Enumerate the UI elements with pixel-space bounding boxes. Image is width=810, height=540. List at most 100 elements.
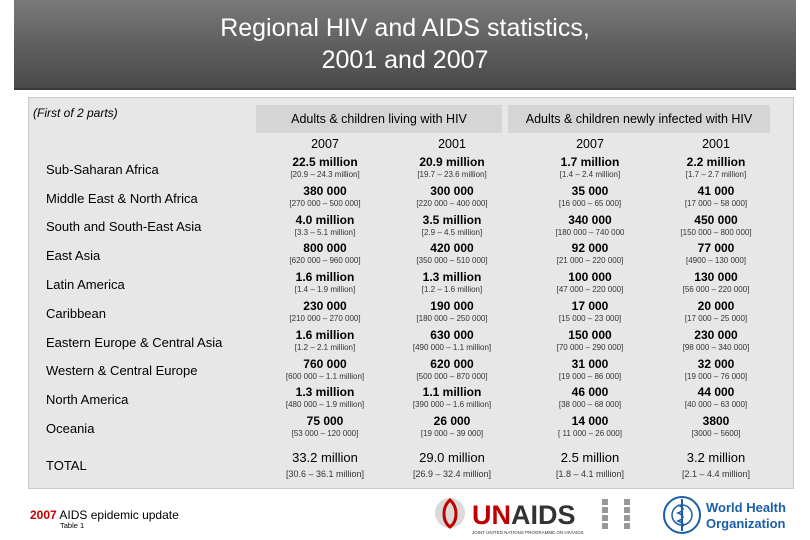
who-name-line1: World Health [706, 500, 786, 515]
cell-value: 420 000 [430, 241, 474, 256]
cell-range: [40 000 – 63 000] [684, 400, 748, 410]
cell-range: [180 000 – 740 000 [555, 227, 625, 237]
cell-range: [3.3 – 5.1 million] [294, 227, 356, 237]
cell-value: 44 000 [697, 385, 735, 400]
table-cell: 100 000 [47 000 – 220 000] [531, 270, 649, 295]
cell-range: [19 000 – 76 000] [684, 371, 748, 381]
table-cell: 1.6 million [1.2 – 2.1 million] [266, 328, 384, 353]
cell-value: 380 000 [303, 183, 347, 198]
table-cell: 31 000 [19 000 – 86 000] [531, 357, 649, 382]
region-label: East Asia [46, 248, 101, 264]
cell-value: 35 000 [571, 183, 609, 198]
footer-source: 2007 AIDS epidemic update [30, 506, 179, 524]
group-header: Adults & children living with HIV [256, 105, 502, 133]
cell-value: 450 000 [694, 212, 738, 227]
cell-range: [2.9 – 4.5 million] [421, 227, 483, 237]
who-logo: World Health Organization [663, 496, 786, 534]
table-cell: 20 000 [17 000 – 25 000] [657, 299, 775, 324]
cell-range: [180 000 – 250 000] [416, 314, 488, 323]
cell-value: 14 000 [571, 414, 609, 429]
cell-range: [620 000 – 960 000] [289, 256, 361, 266]
table-cell: 75 000 [53 000 – 120 000] [266, 414, 384, 439]
table-cell: 20.9 million [19.7 – 23.6 million] [393, 155, 511, 180]
table-cell: 760 000 [600 000 – 1.1 million] [266, 357, 384, 382]
cell-value: 100 000 [568, 270, 612, 285]
cell-range: [150 000 – 800 000] [680, 227, 752, 237]
cell-value: 1.7 million [560, 155, 620, 169]
cell-value: 3.2 million [686, 450, 746, 465]
cell-value: 92 000 [571, 241, 609, 256]
title-bar: Regional HIV and AIDS statistics, 2001 a… [14, 0, 796, 90]
table-cell: 29.0 million [26.9 – 32.4 million] [393, 450, 511, 480]
table-cell: 620 000 [500 000 – 870 000] [393, 357, 511, 382]
table-cell: 3800 [3000 – 5600] [657, 414, 775, 439]
year-header: 2001 [438, 137, 466, 151]
table-cell: 3.5 million [2.9 – 4.5 million] [393, 213, 511, 238]
table-cell: 92 000 [21 000 – 220 000] [531, 241, 649, 266]
table-cell: 33.2 million [30.6 – 36.1 million] [266, 450, 384, 480]
cell-range: [390 000 – 1.6 million] [412, 400, 492, 410]
table-cell: 2.2 million [1.7 – 2.7 million] [657, 155, 775, 180]
group-header: Adults & children newly infected with HI… [508, 105, 770, 133]
region-label: Caribbean [46, 305, 106, 321]
cell-range: [17 000 – 25 000] [684, 314, 748, 323]
table-cell: 300 000 [220 000 – 400 000] [393, 184, 511, 209]
table-cell: 14 000[ 11 000 – 26 000] [531, 414, 649, 439]
cell-range: [19.7 – 23.6 million] [417, 170, 487, 179]
cell-range: [3000 – 5600] [691, 429, 741, 439]
cell-range: [600 000 – 1.1 million] [285, 371, 365, 381]
total-label: TOTAL [46, 457, 87, 473]
cell-range: [4900 – 130 000] [685, 256, 747, 266]
cell-value: 1.1 million [422, 385, 482, 400]
cell-range: [1.2 – 2.1 million] [294, 342, 356, 352]
table-cell: 22.5 million [20.9 – 24.3 million] [266, 155, 384, 180]
table-cell: 630 000 [490 000 – 1.1 million] [393, 328, 511, 353]
table-cell: 230 000 [210 000 – 270 000] [266, 299, 384, 324]
cell-range: [1.8 – 4.1 million] [555, 469, 625, 479]
cell-value: 230 000 [303, 299, 347, 313]
cell-value: 17 000 [571, 299, 609, 313]
table-cell: 2.5 million [1.8 – 4.1 million] [531, 450, 649, 480]
cell-value: 26 000 [433, 414, 471, 429]
cell-value: 760 000 [303, 356, 347, 371]
cell-range: [480 000 – 1.9 million] [285, 400, 365, 410]
table-cell: 44 000 [40 000 – 63 000] [657, 385, 775, 410]
year-header: 2007 [311, 137, 339, 151]
cell-range: [15 000 – 23 000] [558, 314, 622, 323]
cell-value: 1.3 million [295, 385, 355, 400]
table-cell: 230 000 [98 000 – 340 000] [657, 328, 775, 353]
cell-range: [ 11 000 – 26 000] [558, 429, 622, 439]
region-label: Eastern Europe & Central Asia [46, 334, 223, 350]
cell-range: [210 000 – 270 000] [289, 314, 361, 323]
table-cell: 150 000 [70 000 – 290 000] [531, 328, 649, 353]
cell-value: 630 000 [430, 327, 474, 342]
cell-range: [19 000 – 86 000] [558, 371, 622, 381]
cell-range: [30.6 – 36.1 million] [285, 469, 365, 479]
cell-value: 190 000 [430, 299, 474, 313]
cell-value: 41 000 [697, 183, 735, 198]
stats-table [28, 97, 794, 489]
cell-value: 20 000 [697, 299, 735, 313]
cell-value: 77 000 [697, 241, 735, 256]
region-label: Middle East & North Africa [46, 190, 198, 206]
footer-text: AIDS epidemic update [56, 508, 179, 522]
table-cell: 340 000 [180 000 – 740 000 [531, 213, 649, 238]
table-cell: 1.1 million [390 000 – 1.6 million] [393, 385, 511, 410]
cell-value: 1.6 million [295, 327, 355, 342]
cell-range: [350 000 – 510 000] [416, 256, 488, 266]
cell-range: [1.2 – 1.6 million] [421, 285, 483, 295]
cell-value: 31 000 [571, 356, 609, 371]
cell-value: 3800 [702, 414, 730, 429]
subtitle: (First of 2 parts) [33, 106, 118, 120]
cell-value: 22.5 million [292, 155, 358, 169]
region-label: Western & Central Europe [46, 363, 198, 379]
table-cell: 380 000 [270 000 – 500 000] [266, 184, 384, 209]
cell-range: [26.9 – 32.4 million] [412, 469, 492, 479]
cell-range: [490 000 – 1.1 million] [412, 342, 492, 352]
region-label: South and South-East Asia [46, 219, 202, 235]
table-cell: 420 000 [350 000 – 510 000] [393, 241, 511, 266]
cell-value: 300 000 [430, 183, 474, 198]
table-cell: 32 000 [19 000 – 76 000] [657, 357, 775, 382]
table-cell: 41 000 [17 000 – 58 000] [657, 184, 775, 209]
cell-range: [2.1 – 4.4 million] [681, 469, 751, 479]
